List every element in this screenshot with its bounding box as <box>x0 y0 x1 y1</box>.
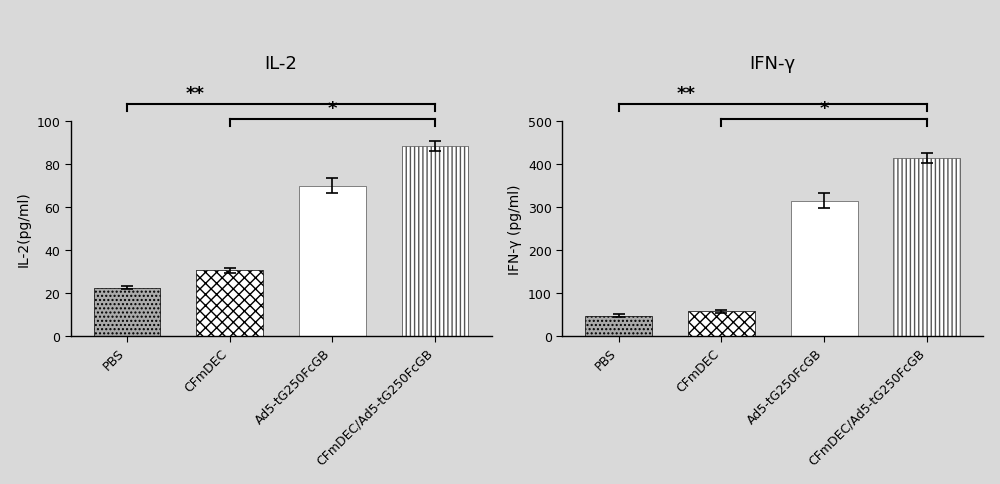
Bar <box>402 147 468 336</box>
Title: IL-2: IL-2 <box>265 55 297 73</box>
Bar <box>893 158 960 336</box>
Bar <box>299 186 366 336</box>
Bar <box>94 288 160 336</box>
Text: *: * <box>819 100 829 118</box>
Text: **: ** <box>677 85 696 103</box>
Text: *: * <box>328 100 337 118</box>
Text: **: ** <box>185 85 204 103</box>
Y-axis label: IFN-γ (pg/ml): IFN-γ (pg/ml) <box>508 184 522 274</box>
Bar <box>688 312 755 336</box>
Title: IFN-γ: IFN-γ <box>750 55 796 73</box>
Y-axis label: IL-2(pg/ml): IL-2(pg/ml) <box>17 191 31 267</box>
Bar <box>585 316 652 336</box>
Bar <box>196 271 263 336</box>
Bar <box>791 201 858 336</box>
